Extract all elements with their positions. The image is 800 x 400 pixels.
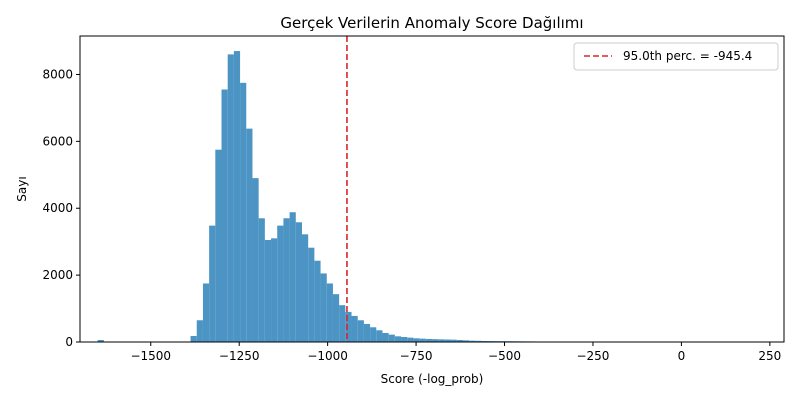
x-tick-label: −250	[576, 349, 609, 363]
histogram-bar	[462, 340, 470, 342]
histogram-bar	[376, 330, 383, 342]
histogram-bar	[388, 334, 395, 342]
y-axis-label: Sayı	[15, 176, 29, 201]
legend: 95.0th perc. = -945.4	[573, 42, 779, 71]
y-tick-label: 0	[65, 335, 73, 349]
histogram-bar	[332, 294, 340, 342]
histogram-bar	[456, 339, 463, 342]
histogram-bar	[252, 178, 259, 342]
y-axis-ticks: 0 2000 4000 6000 8000	[42, 67, 80, 349]
histogram-bar	[357, 320, 364, 342]
histogram-bar	[345, 311, 352, 342]
histogram-bar	[271, 238, 278, 342]
histogram-bar	[475, 340, 482, 342]
histogram-bar	[401, 336, 408, 342]
histogram-bar	[407, 337, 414, 342]
histogram-bar	[221, 89, 228, 342]
histogram-bar	[438, 339, 445, 342]
histogram-bar	[246, 128, 253, 342]
histogram-bar	[202, 283, 210, 342]
histogram-bar	[190, 335, 197, 342]
x-axis-ticks: −1500 −1250 −1000 −750 −500 −250 0 250	[130, 342, 781, 363]
legend-label: 95.0th perc. = -945.4	[623, 49, 752, 63]
histogram-bar	[425, 338, 432, 342]
histogram-bar	[196, 320, 203, 342]
histogram-bar	[227, 54, 234, 343]
histogram-bar	[339, 305, 346, 342]
x-tick-label: 0	[678, 349, 686, 363]
histogram-bar	[215, 149, 222, 342]
histogram-bar	[283, 218, 290, 342]
histogram-bar	[382, 332, 389, 342]
histogram-bar	[326, 283, 333, 342]
histogram-bar	[240, 82, 247, 342]
histogram-bar	[363, 323, 371, 342]
histogram-bar	[351, 315, 358, 342]
histogram-bar	[432, 339, 439, 342]
x-tick-label: −750	[400, 349, 433, 363]
histogram-bars	[97, 51, 575, 343]
x-tick-label: −1500	[130, 349, 171, 363]
y-tick-label: 6000	[42, 134, 73, 148]
histogram-bar	[295, 222, 302, 342]
histogram-bar	[308, 247, 315, 342]
x-tick-label: −1250	[219, 349, 260, 363]
y-tick-label: 8000	[42, 67, 73, 81]
histogram-bar	[370, 327, 377, 342]
y-tick-label: 2000	[42, 268, 73, 282]
y-tick-label: 4000	[42, 201, 73, 215]
histogram-bar	[413, 338, 420, 342]
histogram-bar	[277, 225, 284, 342]
histogram-bar	[481, 340, 488, 342]
histogram-bar	[394, 336, 402, 342]
histogram-bar	[444, 339, 451, 342]
histogram-bar	[469, 340, 476, 342]
chart-title: Gerçek Verilerin Anomaly Score Dağılımı	[280, 14, 583, 32]
histogram-bar	[301, 234, 309, 342]
x-tick-label: −500	[488, 349, 521, 363]
histogram-bar	[97, 339, 104, 342]
histogram-bar	[258, 218, 265, 342]
histogram-bar	[314, 260, 321, 342]
histogram-bar	[419, 338, 426, 342]
legend-box	[573, 42, 779, 71]
x-tick-label: 250	[758, 349, 781, 363]
histogram-bar	[450, 339, 457, 342]
x-axis-label: Score (-log_prob)	[381, 372, 484, 386]
histogram-bar	[233, 51, 241, 342]
plot-frame	[79, 35, 785, 343]
histogram-bar	[209, 225, 216, 342]
histogram-bar	[320, 273, 327, 342]
x-tick-label: −1000	[307, 349, 348, 363]
histogram-bar	[289, 212, 296, 342]
histogram-bar	[264, 240, 272, 342]
